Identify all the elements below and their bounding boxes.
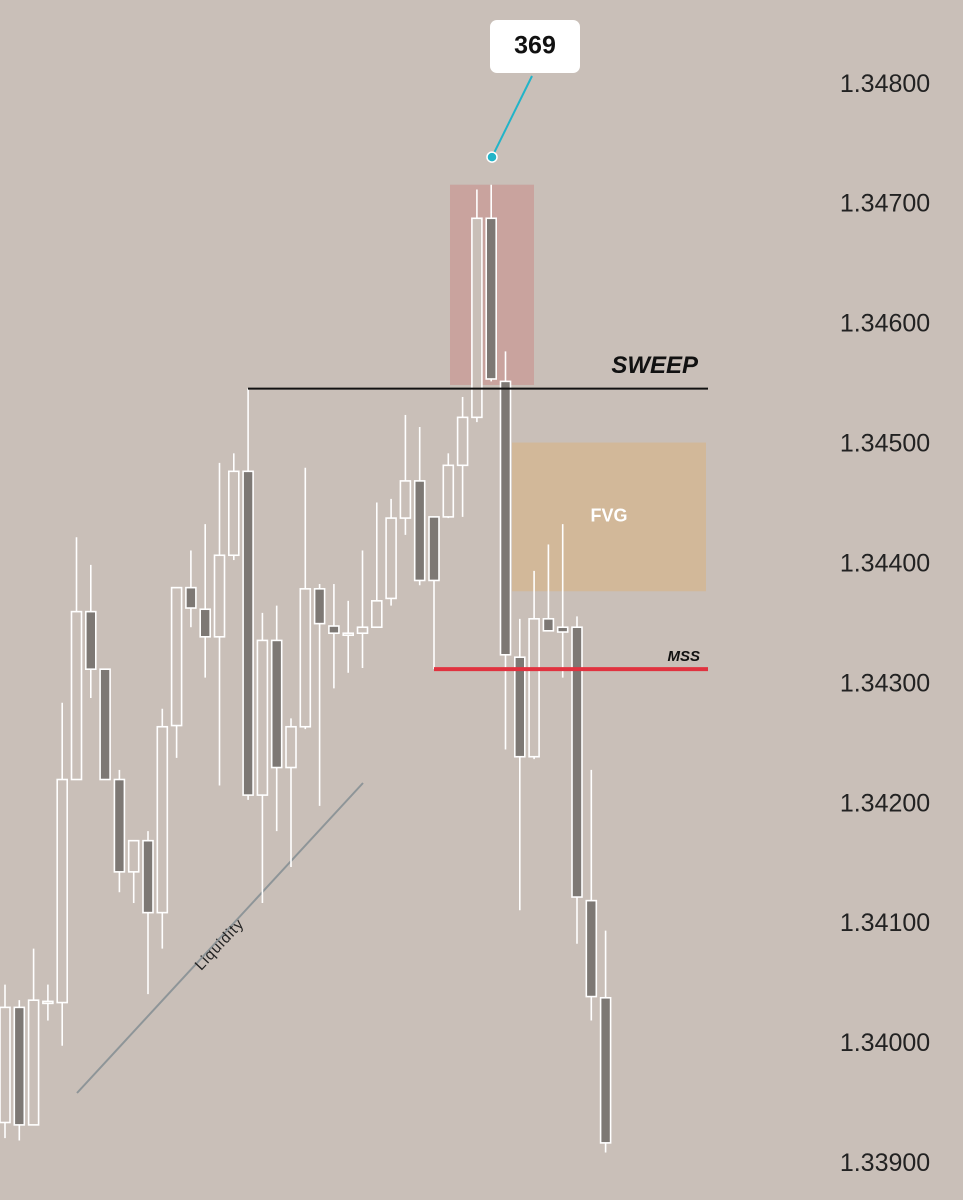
- liquidity-label: Liquidity: [192, 915, 248, 973]
- candle-body: [356, 626, 369, 635]
- candle-body: [471, 217, 483, 419]
- y-tick-label: 1.34800: [840, 70, 930, 98]
- y-tick-label: 1.34500: [840, 430, 930, 458]
- level-label: SWEEP: [611, 352, 699, 379]
- candle-body: [528, 618, 540, 758]
- candle-body: [585, 899, 598, 998]
- candle-body: [399, 480, 412, 519]
- candle-body: [599, 996, 612, 1144]
- y-tick-label: 1.34000: [840, 1029, 930, 1057]
- candle-body: [70, 610, 83, 781]
- candle-body: [328, 625, 340, 635]
- candle-body: [313, 588, 326, 625]
- y-tick-label: 1.34700: [840, 190, 930, 218]
- candle-body: [85, 610, 97, 670]
- y-tick-label: 1.34100: [840, 909, 930, 937]
- candle-body: [142, 839, 154, 914]
- candle-body: [513, 656, 526, 758]
- level-label: MSS: [667, 648, 700, 665]
- callout-label: 369: [514, 32, 556, 60]
- candle-body: [413, 480, 426, 582]
- candle-body: [285, 725, 297, 769]
- candle-body: [185, 586, 197, 609]
- candle-body: [256, 639, 269, 796]
- y-tick-label: 1.33900: [840, 1149, 930, 1177]
- candle-body: [442, 464, 455, 518]
- candle-body: [0, 1006, 11, 1124]
- y-tick-label: 1.34300: [840, 669, 930, 697]
- zone-label: FVG: [590, 506, 627, 526]
- y-tick-label: 1.34600: [840, 310, 930, 338]
- y-tick-label: 1.34400: [840, 549, 930, 577]
- candle-body: [542, 618, 555, 632]
- candle-body: [113, 778, 126, 873]
- candle-body: [270, 639, 283, 769]
- candle-body: [213, 554, 226, 638]
- candle-body: [42, 1000, 54, 1005]
- candle-body: [456, 416, 469, 467]
- candle-body: [571, 626, 583, 898]
- candle-body: [499, 380, 512, 656]
- callout-box: [490, 20, 580, 73]
- candle-body: [228, 470, 240, 557]
- candle-body: [485, 217, 498, 380]
- candle-body: [556, 626, 569, 633]
- candle-body: [127, 839, 140, 873]
- candle-body: [13, 1006, 26, 1126]
- y-tick-label: 1.34200: [840, 789, 930, 817]
- candle-body: [428, 516, 440, 582]
- candle-body: [199, 608, 211, 638]
- liquidity-line: [76, 782, 364, 1094]
- zone: [512, 442, 706, 592]
- candle-body: [370, 600, 383, 629]
- candle-body: [242, 470, 254, 796]
- candle-body: [385, 517, 397, 600]
- candle-body: [27, 999, 40, 1126]
- candle-body: [170, 586, 183, 727]
- candle-body: [156, 725, 169, 914]
- callout-line: [491, 75, 533, 158]
- candle-body: [299, 588, 312, 728]
- callout-dot: [486, 151, 498, 163]
- candle-body: [342, 632, 355, 637]
- candle-body: [56, 778, 69, 1004]
- candle-body: [99, 668, 111, 781]
